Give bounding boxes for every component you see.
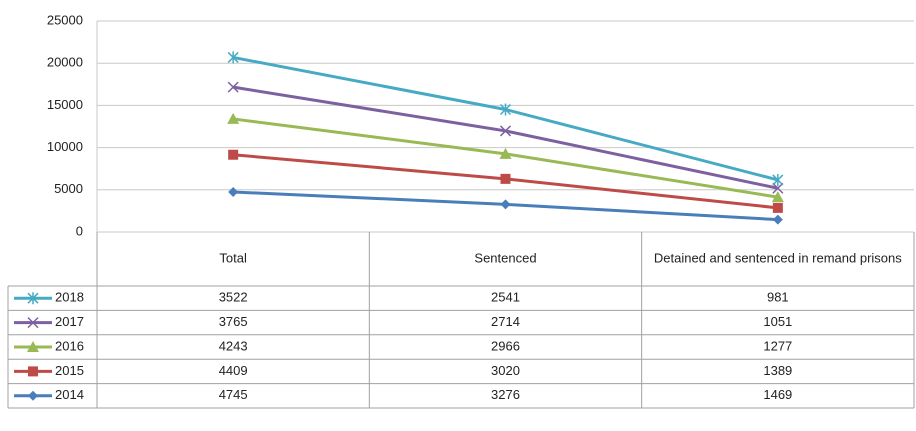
y-tick-label: 15000 <box>47 97 83 112</box>
data-point <box>499 147 512 159</box>
table-value: 2714 <box>491 314 520 329</box>
legend-marker <box>27 341 39 352</box>
y-tick-label: 5000 <box>54 181 83 196</box>
legend-label: 2014 <box>55 387 84 402</box>
table-value: 1389 <box>763 363 792 378</box>
x-category-label: Sentenced <box>474 250 536 265</box>
table-value: 3765 <box>219 314 248 329</box>
data-point <box>772 202 783 213</box>
table-value: 3020 <box>491 363 520 378</box>
x-category-label: Total <box>219 250 247 265</box>
data-point <box>228 186 239 197</box>
legend-label: 2015 <box>55 363 84 378</box>
data-point <box>227 81 239 93</box>
legend-marker <box>28 390 38 401</box>
data-point <box>227 51 239 64</box>
data-point <box>227 112 240 124</box>
x-category-label: Detained and sentenced in remand prisons <box>654 250 902 265</box>
legend-label: 2017 <box>55 314 84 329</box>
legend-label: 2018 <box>55 290 84 305</box>
series-line <box>232 85 779 190</box>
data-point <box>772 214 783 225</box>
y-tick-label: 25000 <box>47 12 83 27</box>
table-value: 4409 <box>219 363 248 378</box>
table-value: 2541 <box>491 290 520 305</box>
table-value: 981 <box>767 290 789 305</box>
data-point <box>772 173 784 186</box>
table-value: 2966 <box>491 338 520 353</box>
data-point <box>772 182 784 194</box>
data-point <box>228 149 239 160</box>
legend-label: 2016 <box>55 338 84 353</box>
table-value: 3522 <box>219 290 248 305</box>
legend-marker <box>27 292 39 305</box>
table-value: 4745 <box>219 387 248 402</box>
data-point <box>771 191 784 203</box>
y-tick-label: 20000 <box>47 55 83 70</box>
data-point <box>500 199 511 210</box>
data-point <box>499 103 512 116</box>
data-point <box>500 173 511 184</box>
data-point <box>499 125 512 137</box>
table-value: 1469 <box>763 387 792 402</box>
y-tick-label: 0 <box>76 223 83 238</box>
table-value: 4243 <box>219 338 248 353</box>
legend-marker <box>27 317 39 329</box>
y-tick-label: 10000 <box>47 139 83 154</box>
legend-marker <box>28 366 38 377</box>
table-value: 3276 <box>491 387 520 402</box>
table-value: 1051 <box>763 314 792 329</box>
table-value: 1277 <box>763 338 792 353</box>
